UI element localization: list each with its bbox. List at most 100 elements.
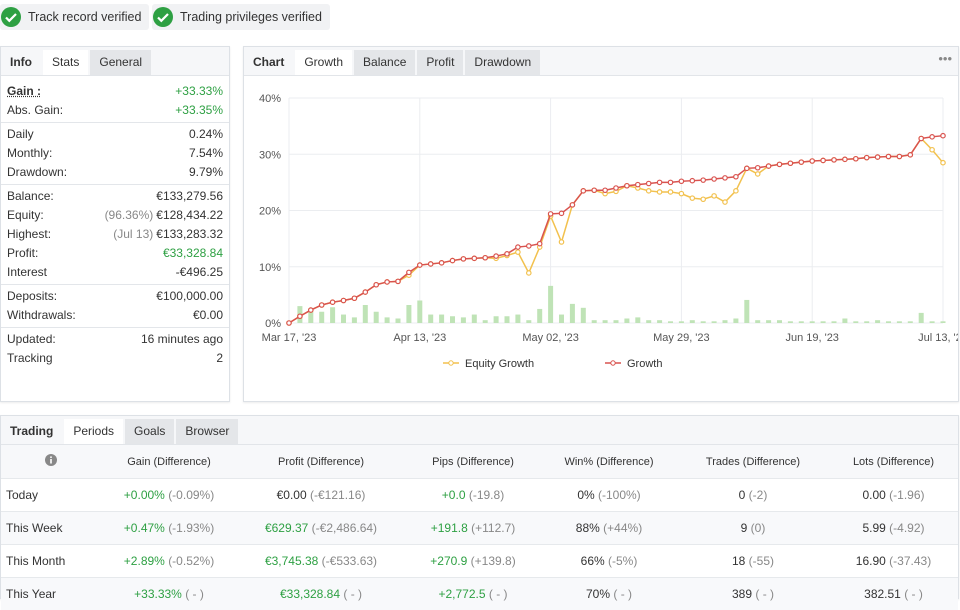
info-value: 0.24% [189, 127, 223, 141]
bar [733, 319, 738, 324]
info-label: Daily [7, 125, 34, 144]
point [516, 245, 520, 249]
table-row: This Month+2.89% (-0.52%)€3,745.38 (-€53… [1, 545, 958, 578]
info-icon[interactable] [45, 454, 57, 466]
cell-diff: (-5%) [608, 554, 637, 568]
tab[interactable]: Browser [176, 419, 238, 444]
bar [832, 321, 837, 323]
point [668, 190, 672, 194]
cell: +33.33% ( - ) [101, 578, 237, 610]
point [810, 159, 814, 163]
info-value-wrap: €0.00 [193, 306, 223, 325]
point [418, 263, 422, 267]
tab[interactable]: Periods [64, 419, 123, 444]
info-icon-cell [1, 445, 101, 479]
info-value: +33.35% [175, 103, 223, 117]
point [287, 321, 291, 325]
bar [537, 309, 542, 323]
info-row: Monthly:7.54% [1, 144, 229, 163]
info-row: Deposits: €100,000.00 [1, 287, 229, 306]
point [908, 153, 912, 157]
point [516, 250, 520, 254]
point [614, 186, 618, 190]
point [919, 136, 923, 140]
tab[interactable]: Stats [43, 50, 88, 75]
bar [701, 321, 706, 323]
tab[interactable]: General [90, 50, 151, 75]
info-value: 2 [216, 351, 223, 365]
tab: Info [1, 47, 41, 75]
info-value-wrap: €100,000.00 [156, 287, 223, 306]
row-label: Today [1, 479, 101, 512]
info-value-wrap: 16 minutes ago [141, 330, 223, 349]
cell-value: €0.00 [277, 488, 307, 502]
cell: +270.9 (+139.8) [405, 545, 541, 578]
info-value-wrap: +33.35% [175, 101, 223, 120]
bar [864, 321, 869, 323]
badge-text: Trading privileges verified [180, 10, 322, 24]
info-row: Abs. Gain:+33.35% [1, 101, 229, 120]
bar [559, 315, 564, 323]
bar [755, 320, 760, 323]
cell-value: +191.8 [431, 521, 468, 535]
cell-diff: (-1.96) [889, 488, 924, 502]
point [657, 190, 661, 194]
info-label: Deposits: [7, 287, 57, 306]
cell-diff: (-2) [749, 488, 768, 502]
bar [777, 320, 782, 323]
bar [363, 305, 368, 323]
bar [723, 320, 728, 323]
info-value: €0.00 [193, 308, 223, 322]
bar [897, 321, 902, 323]
bar [646, 320, 651, 323]
y-tick-label: 20% [259, 206, 281, 218]
point [636, 182, 640, 186]
bar [635, 317, 640, 323]
cell-value: 0.00 [862, 488, 885, 502]
point [821, 158, 825, 162]
point [352, 296, 356, 300]
info-row: Balance:€133,279.56 [1, 187, 229, 206]
table-row: This Year+33.33% ( - )€33,328.84 ( - )+2… [1, 578, 958, 610]
info-row: Highest:(Jul 13)€133,283.32 [1, 225, 229, 244]
point [363, 290, 367, 294]
cell: +0.0 (-19.8) [405, 479, 541, 512]
point [734, 189, 738, 193]
point [625, 184, 629, 188]
bar [657, 320, 662, 323]
bar [744, 300, 749, 323]
x-tick-label: Jun 19, '23 [785, 332, 838, 344]
cell-diff: (+44%) [603, 521, 642, 535]
bar [548, 286, 553, 323]
bar [853, 321, 858, 323]
cell-value: 5.99 [862, 521, 885, 535]
cell-value: +0.47% [124, 521, 165, 535]
cell: 70% ( - ) [541, 578, 677, 610]
periods-table: Gain (Difference)Profit (Difference)Pips… [1, 445, 958, 610]
bar [483, 320, 488, 323]
bar [439, 315, 444, 323]
column-header: Pips (Difference) [405, 445, 541, 479]
point [897, 154, 901, 158]
point [679, 191, 683, 195]
bar [515, 315, 520, 323]
bar [428, 315, 433, 323]
info-value: +33.33% [175, 84, 223, 98]
cell: +2.89% (-0.52%) [101, 545, 237, 578]
point [712, 177, 716, 181]
cell-value: +0.0 [442, 488, 466, 502]
line [289, 136, 943, 323]
point [875, 155, 879, 159]
point [603, 188, 607, 192]
bar [330, 307, 335, 323]
row-label: This Month [1, 545, 101, 578]
tab[interactable]: Goals [125, 419, 174, 444]
point [538, 241, 542, 245]
bar [886, 321, 891, 323]
point [941, 160, 945, 164]
point [777, 162, 781, 166]
